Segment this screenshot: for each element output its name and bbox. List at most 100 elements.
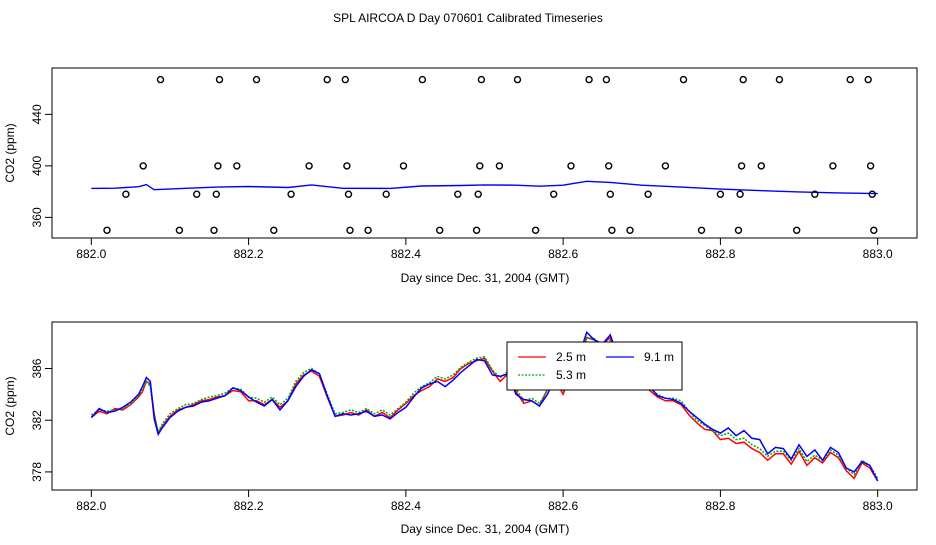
bottom-y-axis: 378 382 386: [30, 358, 52, 482]
top-marker-point: [139, 162, 147, 170]
series-line-5-3-m: [90, 336, 879, 479]
top-y-tick-label: 360: [30, 207, 44, 227]
legend-label-5-3m: 5.3 m: [556, 368, 586, 382]
top-x-tick-label: 882.0: [76, 247, 106, 261]
bottom-y-axis-label: CO2 (ppm): [3, 376, 17, 435]
top-y-tick-label: 440: [30, 104, 44, 124]
series-line-9-1-m: [90, 330, 879, 482]
top-marker-point: [626, 226, 634, 235]
top-marker-point: [343, 162, 351, 170]
bottom-x-tick-label: 882.2: [234, 499, 264, 513]
bottom-x-tick-label: 882.8: [705, 499, 735, 513]
bottom-y-tick-label: 386: [30, 358, 44, 378]
top-marker-point: [305, 162, 313, 170]
bottom-panel-frame: [51, 321, 918, 491]
bottom-plot-area: [90, 330, 879, 482]
bottom-x-axis-label: Day since Dec. 31, 2004 (GMT): [401, 522, 570, 536]
top-marker-point: [846, 75, 854, 84]
top-x-tick-label: 883.0: [863, 247, 893, 261]
top-marker-point: [775, 75, 784, 84]
series-line-2-5-m: [90, 336, 879, 482]
top-marker-point: [737, 162, 746, 170]
top-marker-point: [585, 75, 593, 84]
top-marker-point: [323, 75, 331, 84]
top-marker-point: [602, 75, 611, 84]
legend-label-9-1m: 9.1 m: [644, 350, 674, 364]
top-marker-point: [103, 226, 111, 235]
top-x-tick-label: 882.2: [234, 247, 264, 261]
top-marker-point: [364, 226, 372, 235]
top-marker-point: [233, 162, 241, 170]
top-x-tick-label: 882.4: [391, 247, 421, 261]
top-marker-point: [454, 190, 462, 198]
top-marker-point: [606, 190, 614, 198]
bottom-x-tick-label: 882.0: [76, 499, 106, 513]
top-marker-point: [679, 75, 688, 84]
top-x-axis-label: Day since Dec. 31, 2004 (GMT): [401, 271, 570, 285]
top-x-tick-label: 882.8: [705, 247, 735, 261]
top-marker-point: [605, 162, 613, 170]
top-marker-point: [495, 162, 504, 170]
top-y-tick-label: 400: [30, 156, 44, 176]
top-marker-point: [866, 162, 875, 170]
bottom-panel: 882.0 882.2 882.4 882.6 882.8 883.0 378 382 386…: [3, 321, 918, 536]
top-panel: 882.0 882.2 882.4 882.6 882.8 883.0 360 400 440…: [3, 67, 918, 285]
top-marker-point: [476, 162, 484, 170]
top-x-tick-label: 882.6: [548, 247, 578, 261]
top-marker-point: [734, 226, 743, 235]
bottom-x-tick-label: 882.4: [391, 499, 421, 513]
top-marker-point: [608, 226, 616, 235]
top-y-axis: 360 400 440: [30, 104, 52, 227]
top-marker-point: [192, 190, 201, 198]
top-marker-point: [870, 226, 878, 235]
top-panel-frame: [51, 67, 918, 239]
top-marker-point: [287, 190, 295, 198]
top-plot-area: [91, 75, 878, 235]
top-marker-point: [513, 75, 522, 84]
bottom-y-tick-label: 378: [30, 462, 44, 482]
top-marker-point: [214, 162, 222, 170]
top-marker-point: [212, 190, 221, 198]
top-marker-point: [341, 75, 349, 84]
top-marker-point: [736, 190, 744, 198]
top-marker-point: [344, 190, 353, 198]
top-marker-point: [175, 226, 184, 235]
bottom-x-tick-label: 883.0: [863, 499, 893, 513]
legend-label-2-5m: 2.5 m: [556, 350, 586, 364]
top-marker-point: [661, 162, 670, 170]
top-marker-point: [252, 75, 261, 84]
top-marker-point: [436, 226, 444, 235]
top-marker-point: [757, 162, 765, 170]
top-y-axis-label: CO2 (ppm): [3, 123, 17, 182]
top-marker-point: [215, 75, 224, 84]
top-marker-point: [472, 226, 481, 235]
legend-box: [506, 341, 683, 391]
top-marker-point: [399, 162, 408, 170]
figure-title: SPL AIRCOA D Day 070601 Calibrated Times…: [333, 11, 603, 25]
top-marker-point: [793, 226, 801, 235]
top-marker-point: [270, 226, 278, 235]
bottom-x-tick-label: 882.6: [548, 499, 578, 513]
bottom-x-axis: 882.0 882.2 882.4 882.6 882.8 883.0: [76, 490, 893, 513]
top-marker-point: [346, 226, 354, 235]
top-marker-point: [864, 75, 872, 84]
legend: 2.5 m 9.1 m 5.3 m: [506, 341, 683, 391]
top-marker-point: [811, 190, 819, 198]
top-marker-point: [531, 226, 540, 235]
top-x-axis: 882.0 882.2 882.4 882.6 882.8 883.0: [76, 238, 893, 261]
top-marker-point: [716, 190, 725, 198]
top-marker-point: [868, 190, 876, 198]
top-marker-point: [697, 226, 706, 235]
top-marker-point: [567, 162, 575, 170]
top-marker-point: [418, 75, 427, 84]
top-marker-point: [477, 75, 486, 84]
top-marker-point: [550, 190, 558, 198]
top-series-line: [91, 180, 878, 195]
bottom-y-tick-label: 382: [30, 410, 44, 430]
top-marker-point: [210, 226, 218, 235]
top-marker-point: [122, 190, 130, 198]
top-marker-point: [829, 162, 837, 170]
top-marker-point: [474, 190, 482, 198]
top-marker-point: [156, 75, 165, 84]
